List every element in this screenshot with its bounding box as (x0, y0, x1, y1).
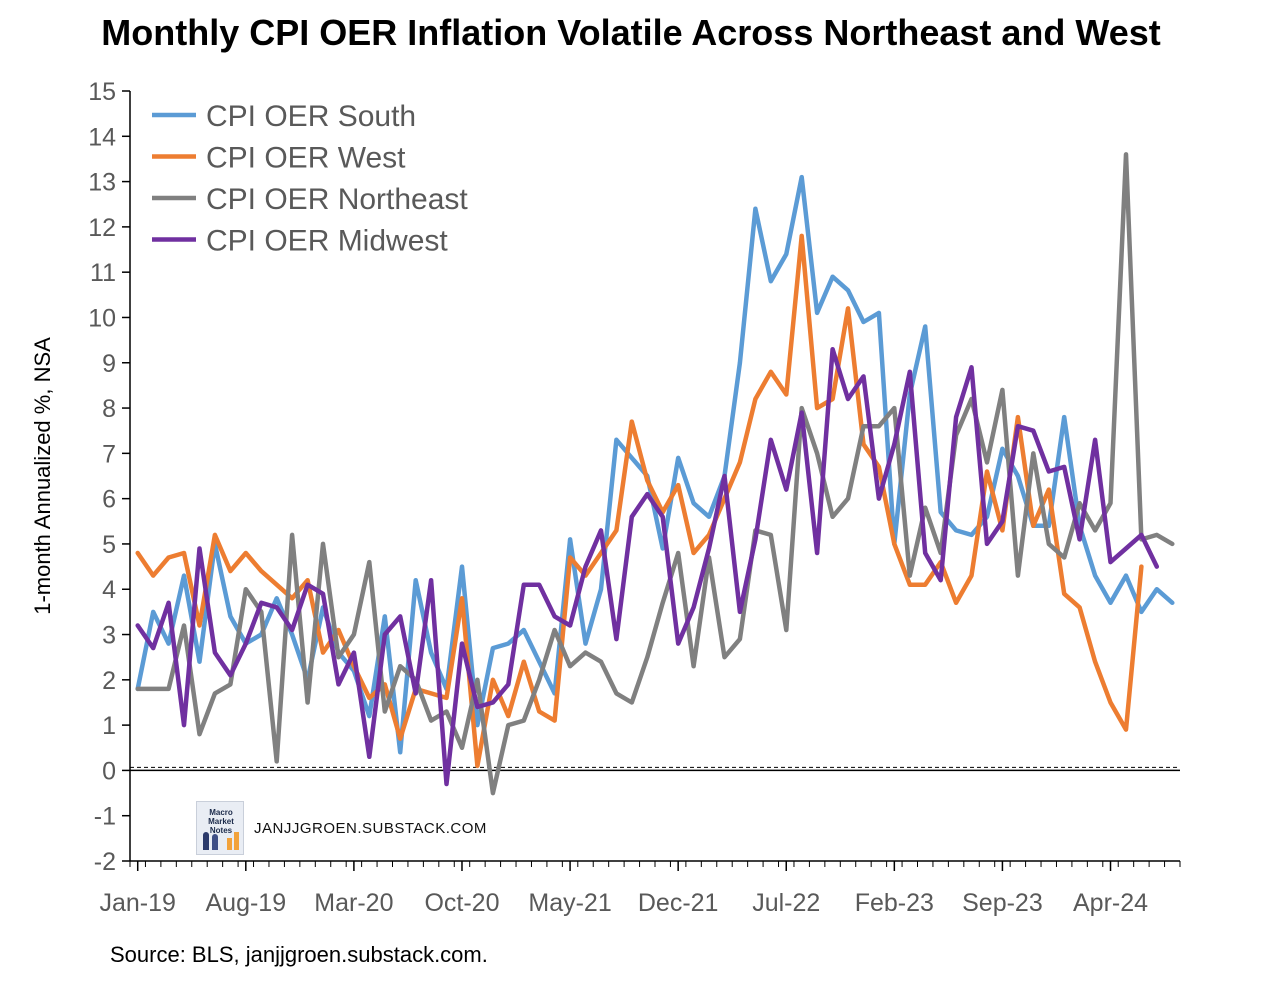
x-tick-label: Apr-24 (1073, 889, 1148, 917)
series-line-cpi-oer-south (135, 174, 1175, 755)
y-tick-label: 3 (102, 622, 116, 650)
legend-label: CPI OER West (206, 142, 406, 175)
y-tick-label: 9 (102, 350, 116, 378)
chart-title: Monthly CPI OER Inflation Volatile Acros… (101, 12, 1161, 53)
y-tick-label: 6 (102, 486, 116, 514)
x-tick-label: Jul-22 (752, 889, 820, 917)
series-line-cpi-oer-west (135, 233, 1144, 769)
y-axis-label: 1-month Annualized %, NSA (30, 337, 55, 615)
y-tick-label: 15 (88, 78, 116, 106)
y-tick-label: -2 (94, 848, 116, 876)
y-tick-label: 2 (102, 667, 116, 695)
x-tick-label: Sep-23 (962, 889, 1043, 917)
y-tick-label: -1 (94, 803, 116, 831)
x-tick-label: Aug-19 (205, 889, 286, 917)
y-tick-label: 10 (88, 304, 116, 332)
x-tick-label: Feb-23 (855, 889, 934, 917)
source-note: Source: BLS, janjjgroen.substack.com. (110, 942, 488, 967)
y-tick-label: 5 (102, 531, 116, 559)
legend: CPI OER South CPI OER West CPI OER Northea… (152, 100, 468, 258)
y-tick-label: 0 (102, 757, 116, 785)
x-tick-label: May-21 (528, 889, 611, 917)
x-tick-label: Jan-19 (99, 889, 175, 917)
logo-figure-icon (203, 832, 209, 850)
logo-figure-icon (212, 834, 218, 850)
x-tick-label: Mar-20 (314, 889, 393, 917)
y-tick-label: 8 (102, 395, 116, 423)
y-tick-label: 7 (102, 440, 116, 468)
x-tick-label: Dec-21 (638, 889, 719, 917)
y-tick-label: 13 (88, 169, 116, 197)
y-tick-label: 1 (102, 712, 116, 740)
series-line-cpi-oer-northeast (135, 152, 1175, 796)
series-line-cpi-oer-midwest (135, 346, 1160, 787)
watermark: Macro Market Notes JANJJGROEN.SUBSTACK.C… (196, 800, 487, 856)
logo-bar-icon (234, 832, 239, 850)
legend-label: CPI OER South (206, 100, 416, 133)
y-tick-label: 4 (102, 576, 116, 604)
series-lines (135, 152, 1175, 796)
macro-market-notes-logo: Macro Market Notes (196, 801, 244, 855)
y-tick-label: 14 (88, 123, 116, 151)
x-tick-label: Oct-20 (424, 889, 499, 917)
logo-text: Macro Market Notes (208, 808, 234, 835)
watermark-text: JANJJGROEN.SUBSTACK.COM (254, 819, 487, 837)
y-tick-label: 11 (90, 259, 116, 287)
legend-label: CPI OER Northeast (206, 183, 468, 216)
y-tick-label: 12 (88, 214, 116, 242)
logo-bar-icon (227, 838, 232, 850)
legend-label: CPI OER Midwest (206, 225, 448, 258)
